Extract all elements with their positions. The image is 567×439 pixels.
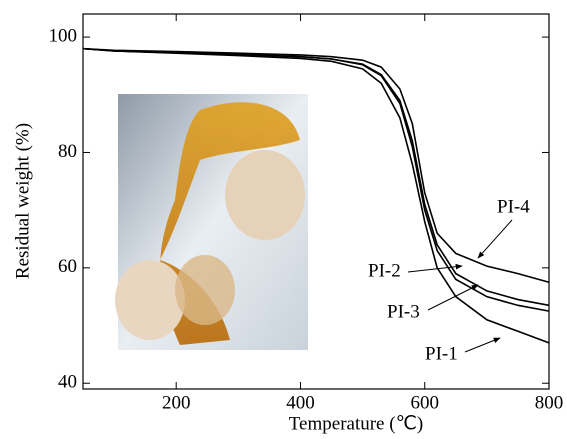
data-line	[82, 47, 550, 284]
annotation-arrow	[407, 263, 463, 273]
series-label: PI-4	[497, 196, 530, 217]
x-tick-label: 800	[535, 392, 564, 413]
annotation-arrow	[477, 219, 513, 259]
data-line	[82, 47, 550, 312]
y-tick-label: 60	[58, 256, 77, 277]
x-axis-label: Temperature (℃)	[289, 413, 423, 434]
annotations: PI-4 PI-2 PI-3 PI-1	[368, 196, 530, 364]
series-label: PI-3	[387, 301, 420, 322]
annotation-arrow	[427, 284, 479, 311]
x-tick-label: 600	[410, 392, 439, 413]
y-tick-label: 40	[58, 372, 77, 393]
plot-frame	[82, 13, 550, 390]
series-label: PI-1	[425, 343, 458, 364]
y-tick-label: 100	[49, 25, 78, 46]
x-tick-label: 200	[162, 392, 191, 413]
series-label: PI-2	[368, 260, 401, 281]
data-line	[82, 47, 550, 344]
x-tick-label: 400	[286, 392, 315, 413]
inset-photo	[115, 94, 308, 350]
annotation-arrow	[464, 337, 501, 353]
y-axis-label: Residual weight (%)	[12, 123, 33, 279]
y-tick-label: 80	[58, 141, 77, 162]
